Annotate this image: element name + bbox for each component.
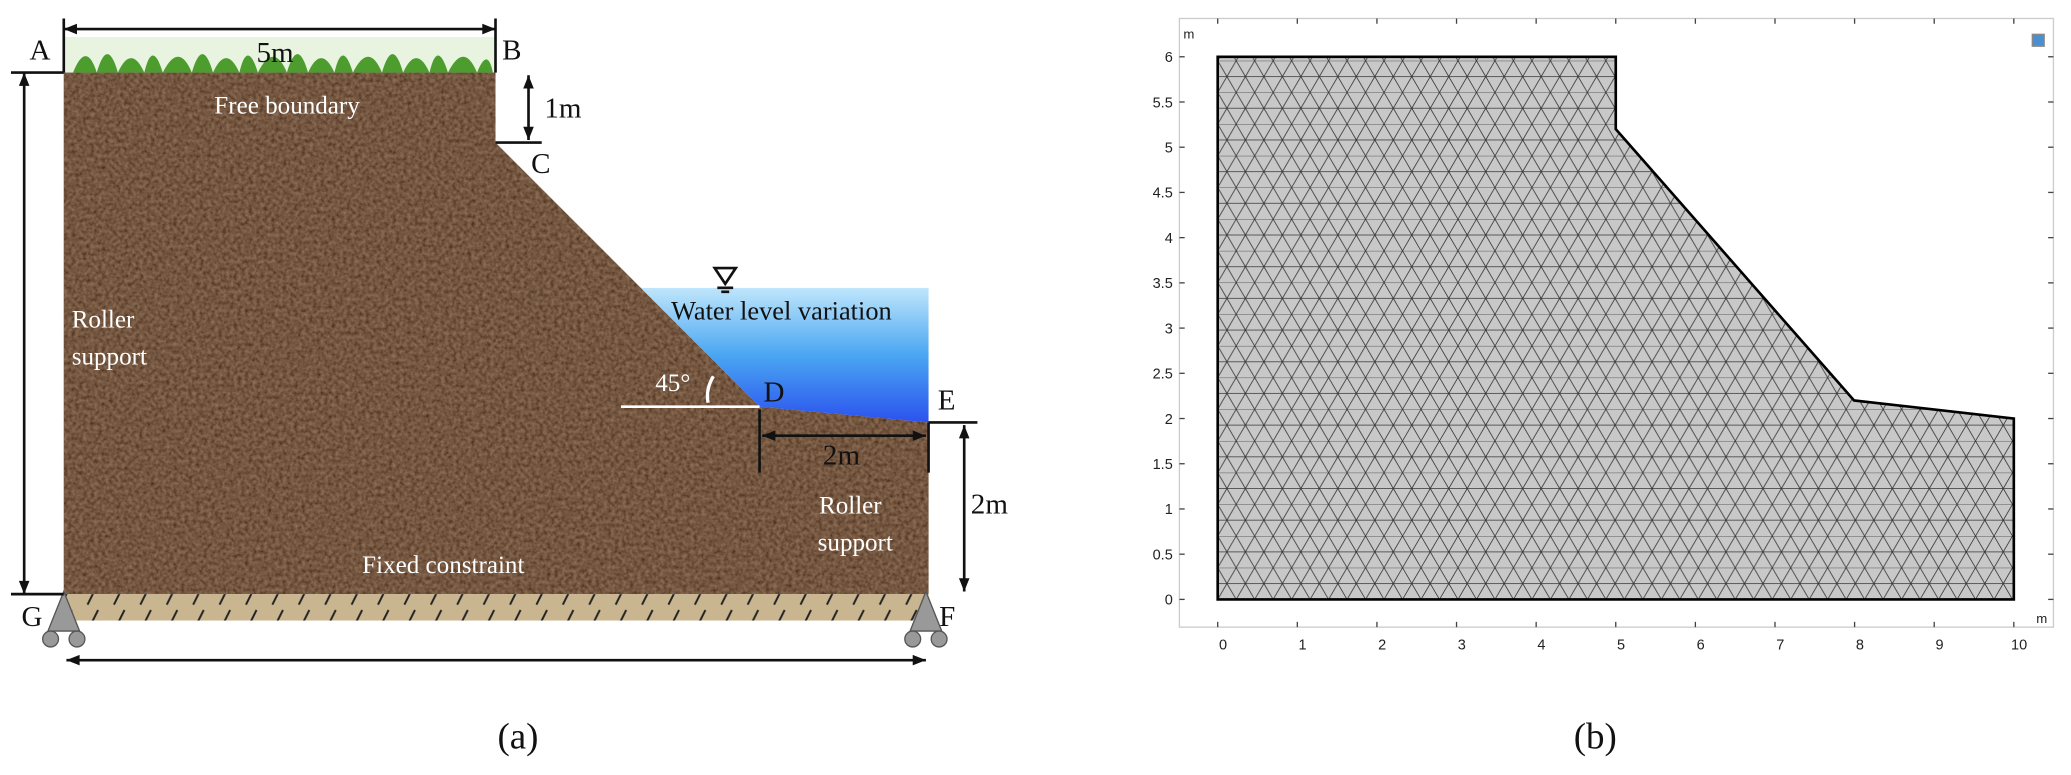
y-tick-label: 1 (1165, 502, 1173, 518)
water (640, 287, 929, 423)
x-tick-label: 10 (2011, 638, 2027, 654)
y-tick-label: 6 (1165, 50, 1173, 66)
view-icon (2031, 33, 2045, 47)
dimension-label: 1m (544, 93, 582, 125)
boundary-labels: Free boundary Roller support Roller supp… (72, 93, 893, 579)
boundary-label: support (818, 530, 893, 557)
y-tick-label: 1.5 (1153, 457, 1173, 473)
point-label: F (939, 601, 955, 633)
fixed-base (63, 594, 929, 621)
y-tick-label: 0.5 (1153, 547, 1173, 563)
point-label: C (531, 148, 550, 180)
caption: (b) (1574, 716, 1617, 758)
x-tick-label: 1 (1299, 638, 1307, 654)
point-label: D (764, 376, 785, 408)
x-tick-label: 2 (1378, 638, 1386, 654)
point-label: E (938, 384, 956, 416)
dimension-lines (10, 18, 978, 662)
y-tick-label: 3.5 (1153, 276, 1173, 292)
y-tick-label: 2 (1165, 412, 1173, 428)
y-tick-label: 5.5 (1153, 95, 1173, 111)
dimension-label: 5m (257, 37, 295, 69)
y-tick-label: 4 (1165, 231, 1173, 247)
point-label: B (502, 34, 521, 66)
x-unit: m (2036, 611, 2047, 626)
point-label: G (22, 601, 43, 633)
dimension-label: 2m (823, 440, 861, 472)
y-tick-label: 0 (1165, 593, 1173, 609)
point-label: A (29, 34, 50, 66)
grass (73, 54, 493, 73)
soil (63, 72, 929, 595)
x-tick-label: 3 (1458, 638, 1466, 654)
x-tick-label: 8 (1856, 638, 1864, 654)
x-tick-label: 0 (1219, 638, 1227, 654)
y-unit: m (1183, 26, 1194, 41)
boundary-label: Roller (819, 493, 882, 520)
dimension-label: 2m (971, 489, 1009, 521)
point-labels: A B C D E F G (22, 34, 956, 632)
x-tick-label: 7 (1776, 638, 1784, 654)
y-tick-label: 4.5 (1153, 186, 1173, 202)
boundary-label: support (72, 343, 147, 370)
panel-a: A B C D E F G 5m 1m 2m 2m Free boundary … (10, 18, 1009, 758)
boundary-label: Fixed constraint (362, 552, 524, 579)
angle-label: 45° (655, 370, 690, 397)
y-tick-label: 5 (1165, 140, 1173, 156)
y-tick-label: 2.5 (1153, 367, 1173, 383)
x-tick-label: 9 (1935, 638, 1943, 654)
x-tick-label: 4 (1537, 638, 1545, 654)
x-tick-label: 5 (1617, 638, 1625, 654)
caption: (a) (497, 716, 538, 758)
water-label: Water level variation (671, 296, 892, 326)
mesh (1216, 55, 2016, 601)
dimension-labels: 5m 1m 2m 2m (257, 37, 1009, 521)
supports (41, 589, 948, 648)
boundary-label: Roller (72, 306, 135, 333)
panel-b: m m (b) 0 1 2 3 4 5 6 7 8 9 10 0 0.5 1 1.5 2 2.5 3 3.5 4 4.5… (1153, 17, 2055, 758)
x-tick-label: 6 (1697, 638, 1705, 654)
boundary-label: Free boundary (214, 93, 360, 120)
y-tick-label: 3 (1165, 321, 1173, 337)
